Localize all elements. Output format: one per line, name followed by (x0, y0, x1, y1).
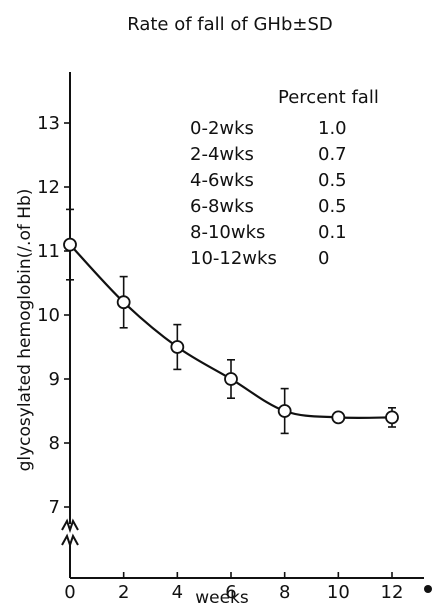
legend-value: 0 (318, 248, 329, 269)
data-point (170, 340, 185, 354)
legend-interval: 8-10wks (190, 222, 265, 243)
legend-value: 0.5 (318, 170, 347, 191)
data-point (385, 410, 399, 425)
chart-title: Rate of fall of GHb±SD (127, 14, 333, 35)
x-axis-label: weeks (195, 588, 249, 608)
data-point (331, 410, 346, 425)
legend-interval: 2-4wks (190, 144, 254, 165)
legend-value: 0.5 (318, 196, 347, 217)
legend-heading: Percent fall (278, 87, 379, 108)
y-axis-break-mark-upper (61, 518, 79, 534)
data-point (277, 404, 292, 418)
y-tick-label: 12 (37, 177, 60, 198)
x-tick-label: 2 (118, 582, 129, 603)
y-tick-label: 9 (49, 369, 60, 390)
y-axis: 7 8 9 10 11 12 13 (37, 72, 79, 578)
legend-interval: 6-8wks (190, 196, 254, 217)
series-layer (63, 208, 399, 435)
y-tick-label: 8 (49, 433, 60, 454)
legend-value: 0.1 (318, 222, 347, 243)
data-point (224, 372, 238, 386)
legend-value: 1.0 (318, 118, 347, 139)
x-tick-label: 6 (225, 582, 236, 603)
legend-interval: 4-6wks (190, 170, 254, 191)
legend-value: 0.7 (318, 144, 347, 165)
legend-interval: 10-12wks (190, 248, 277, 269)
x-tick-label: 12 (381, 582, 404, 603)
legend-interval: 0-2wks (190, 118, 254, 139)
x-tick-label: 10 (327, 582, 350, 603)
data-point (116, 295, 131, 310)
x-tick-label: 4 (172, 582, 183, 603)
data-point (63, 237, 77, 252)
y-axis-break-mark-lower (61, 533, 79, 549)
y-tick-label: 11 (37, 241, 60, 262)
y-tick-label: 13 (37, 113, 60, 134)
y-axis-label: glycosylated hemoglobin(/.of Hb) (15, 189, 35, 472)
x-axis: 0 2 4 6 8 10 12 (64, 572, 424, 603)
x-tick-label: 8 (279, 582, 290, 603)
percent-fall-legend: Percent fall 0-2wks 1.0 2-4wks 0.7 4-6wks 0.5… (190, 87, 379, 269)
corner-dot (424, 585, 432, 593)
y-tick-label: 10 (37, 305, 60, 326)
y-tick-label: 7 (49, 497, 60, 518)
x-tick-label: 0 (64, 582, 75, 603)
